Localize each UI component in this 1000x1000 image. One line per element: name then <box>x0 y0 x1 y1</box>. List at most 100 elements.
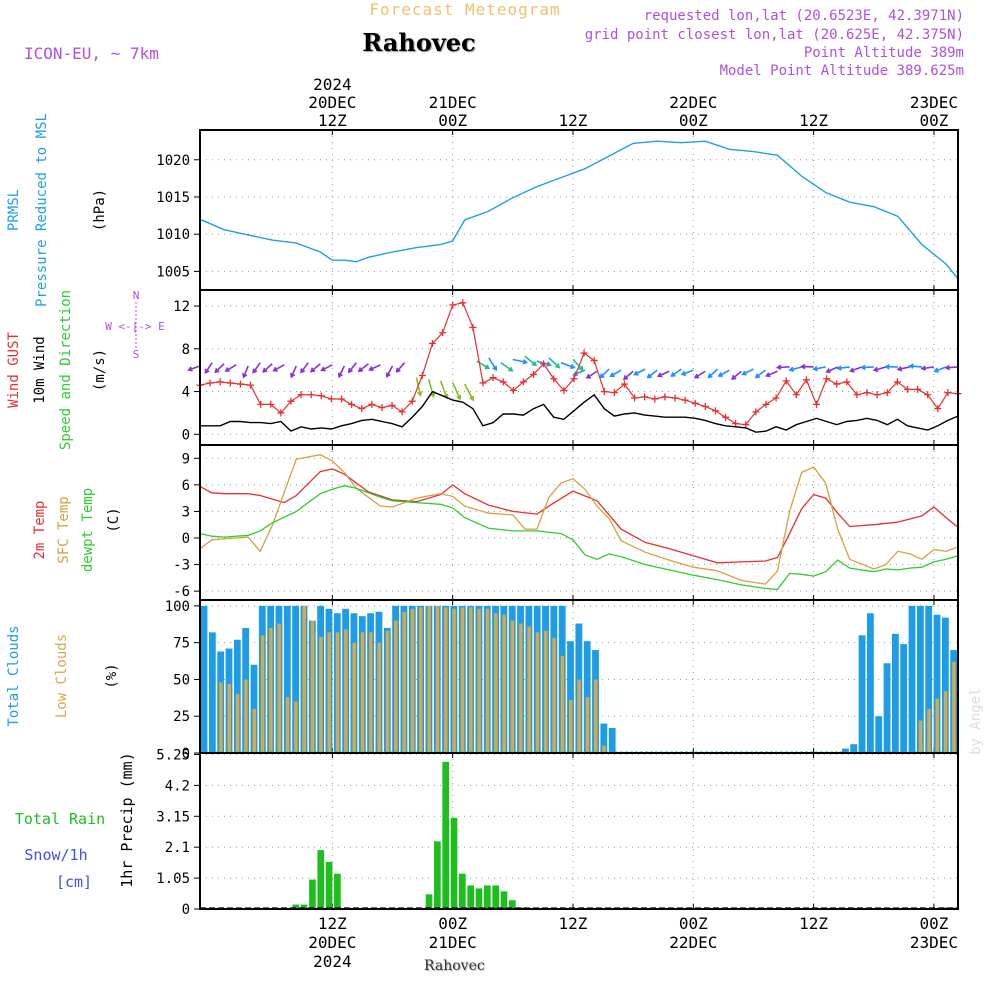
wind-arrow-head <box>707 373 713 379</box>
wind-gust-marker <box>408 397 416 405</box>
low-cloud-bar <box>952 661 956 753</box>
top-axis-label: 23DEC <box>910 93 958 112</box>
wind-gust-marker <box>762 400 770 408</box>
wind-gust-marker <box>307 391 315 399</box>
wind-arrow-head <box>896 366 903 372</box>
wind-arrow-head <box>252 368 258 374</box>
low-cloud-bar <box>469 607 473 753</box>
wind-direction-arrow <box>242 365 249 378</box>
low-cloud-bar <box>577 679 581 753</box>
grid-point-coords: grid point closest lon,lat (20.625E, 42.… <box>584 27 964 43</box>
low-cloud-bar <box>244 679 248 753</box>
total-cloud-bar <box>941 617 949 753</box>
wind-arrow-head <box>765 372 771 378</box>
rain-bar <box>459 873 466 909</box>
wind-direction-arrow <box>623 370 634 380</box>
low-cloud-bar <box>560 655 565 753</box>
wind-gust-marker <box>439 329 447 337</box>
pressure-line <box>199 140 959 280</box>
pressure-panel: 1005 1010 1015 1020 PRMSL Pressure Reduced to… <box>6 113 959 307</box>
temperature-ytick-label: 3 <box>182 504 190 520</box>
wind-unit: (m/s) <box>92 349 108 391</box>
wind-direction-arrow <box>850 366 863 372</box>
wind-gust-marker <box>893 378 901 386</box>
wind-arrow-head <box>262 367 268 373</box>
wind-arrow-head <box>800 363 806 370</box>
total-cloud-bar <box>900 644 908 753</box>
compass-west-east: W <-|-> E <box>105 320 165 333</box>
precip-ytick-label: 4.2 <box>165 778 190 794</box>
low-cloud-bar <box>277 623 281 753</box>
bottom-axis-label: 12Z <box>559 914 588 933</box>
precip-ytick-label: 0 <box>182 902 190 918</box>
wind-gust-marker <box>590 357 598 365</box>
wind-arrow-head <box>555 363 561 369</box>
low-cloud-bar <box>927 708 931 753</box>
wind-panel: 0 4 8 12 Wind GUST 10m Wind Speed and Directio… <box>6 289 962 450</box>
wind-gust-marker <box>368 400 376 408</box>
wind-label-direction: Speed and Direction <box>58 290 74 450</box>
clouds-ytick-label: 25 <box>173 709 190 725</box>
low-cloud-bar <box>935 698 940 753</box>
wind-direction-arrow <box>945 366 959 369</box>
wind-gust-marker <box>418 372 426 380</box>
wind-gust-marker <box>813 400 821 408</box>
bottom-axis-label: 22DEC <box>669 933 717 952</box>
total-cloud-bar <box>866 613 874 753</box>
wind-arrow-head <box>908 363 914 369</box>
total-cloud-bar <box>933 614 941 753</box>
temperature-panel: -6 -3 0 3 6 9 2m Temp SFC Temp dewpt Temp (C) <box>32 444 959 601</box>
wind-gust-marker <box>540 360 548 368</box>
wind-arrow-head <box>920 365 927 371</box>
wind-direction-arrow <box>610 369 622 377</box>
bottom-axis-label: 21DEC <box>429 933 477 952</box>
wind-arrow-head <box>508 366 514 372</box>
low-cloud-bar <box>943 691 948 753</box>
cloud-label-low: Low Clouds <box>54 634 70 718</box>
precip-unit: 1hr Precip (mm) <box>118 752 136 887</box>
wind-gust-marker <box>530 370 538 378</box>
wind-direction-arrow <box>599 368 610 379</box>
wind-gust-marker <box>297 391 305 399</box>
top-axis-label: 00Z <box>438 111 467 130</box>
low-cloud-bar <box>435 605 440 753</box>
wind-10m-line <box>200 390 959 433</box>
wind-gust-marker <box>873 391 881 399</box>
top-axis-label: 20DEC <box>308 93 356 112</box>
wind-gust-marker <box>428 339 436 347</box>
wind-direction-arrow <box>300 362 309 373</box>
wind-gust-marker <box>570 375 578 383</box>
wind-gust-marker <box>560 386 568 394</box>
wind-arrow-head <box>522 359 529 365</box>
wind-arrow-head <box>609 372 615 378</box>
bottom-axis-label: 00Z <box>438 914 467 933</box>
wind-arrow-head <box>242 372 248 379</box>
wind-direction-arrow <box>500 362 513 372</box>
wind-gust-marker <box>519 378 527 386</box>
wind-direction-arrow <box>897 366 911 371</box>
low-cloud-bar <box>219 682 223 753</box>
chart-top-title: Forecast Meteogram <box>369 0 561 19</box>
wind-arrow-head <box>872 366 879 373</box>
wind-direction-arrow <box>634 368 646 376</box>
wind-arrow-head <box>531 361 537 367</box>
wind-gust-marker <box>823 375 831 383</box>
wind-arrow-head <box>646 373 652 379</box>
wind-gust-marker <box>459 299 467 307</box>
wind-arrow-head <box>320 366 326 372</box>
wind-gust-marker <box>681 396 689 404</box>
temperature-line-2 <box>199 485 959 591</box>
low-cloud-bar <box>302 605 306 753</box>
point-altitude: Point Altitude 389m <box>803 45 964 61</box>
pressure-unit: (hPa) <box>92 189 108 231</box>
wind-arrow-head <box>484 364 491 370</box>
low-cloud-bar <box>410 608 415 753</box>
wind-direction-arrow <box>439 380 448 399</box>
pressure-ytick-label: 1010 <box>156 227 190 243</box>
pressure-plot-area <box>200 130 958 290</box>
wind-arrow-head <box>599 373 605 379</box>
wind-arrow-head <box>776 364 782 371</box>
wind-direction-arrow <box>789 366 802 371</box>
